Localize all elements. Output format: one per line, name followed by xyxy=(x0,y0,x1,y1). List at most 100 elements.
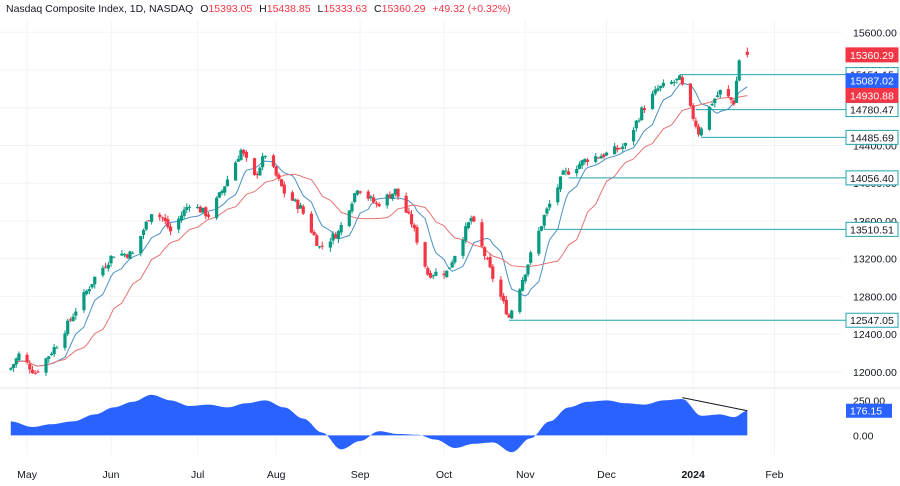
candle-body xyxy=(255,174,259,176)
candle-body xyxy=(466,222,471,229)
candle-body xyxy=(196,206,200,209)
candle-body xyxy=(450,262,454,268)
candle-body xyxy=(669,81,674,84)
candle-body xyxy=(548,203,552,208)
candle-body xyxy=(377,203,381,207)
candle-body xyxy=(461,240,465,256)
candle-body xyxy=(369,196,373,199)
time-tick-label: May xyxy=(17,469,38,481)
candle-body xyxy=(623,142,628,146)
candle-body xyxy=(233,162,238,181)
candle-body xyxy=(74,311,78,316)
candle-body xyxy=(101,267,105,276)
candle-body xyxy=(388,194,392,199)
candle-body xyxy=(36,371,40,373)
candle-body xyxy=(372,197,376,203)
candle-body xyxy=(277,174,281,179)
candle-body xyxy=(47,356,51,359)
candle-body xyxy=(339,224,343,233)
candle-body xyxy=(85,290,89,295)
candle-body xyxy=(615,147,619,150)
candle-body xyxy=(409,213,414,225)
candle-body xyxy=(282,184,286,194)
candle-body xyxy=(163,217,167,222)
candle-body xyxy=(44,358,48,373)
candle-body xyxy=(575,169,579,174)
candle-body xyxy=(301,206,305,214)
candle-body xyxy=(158,214,162,217)
candle-body xyxy=(179,215,184,221)
candle-body xyxy=(678,75,682,80)
candle-body xyxy=(236,159,240,162)
candle-body xyxy=(49,353,54,355)
candle-body xyxy=(556,187,560,203)
candle-body xyxy=(374,202,378,204)
candle-body xyxy=(675,78,679,81)
candle-body xyxy=(328,241,332,248)
candle-body xyxy=(423,242,427,267)
candle-body xyxy=(261,156,265,168)
candle-body xyxy=(366,191,370,199)
candle-body xyxy=(103,266,108,268)
candle-body xyxy=(293,199,297,202)
price-label-box xyxy=(845,47,899,63)
candle-body xyxy=(147,220,151,222)
candle-body xyxy=(82,292,86,311)
candle-body xyxy=(561,170,565,175)
candle-body xyxy=(312,231,316,236)
candle-body xyxy=(206,214,211,217)
price-tick-label: 13200.00 xyxy=(853,254,897,266)
candle-body xyxy=(656,88,660,91)
candle-body xyxy=(87,289,91,292)
candle-body xyxy=(90,284,94,288)
candle-body xyxy=(309,213,313,233)
candle-body xyxy=(480,222,484,247)
candle-body xyxy=(141,230,146,236)
open-value: 15393.05 xyxy=(208,3,253,15)
candle-body xyxy=(14,358,18,365)
change-value: +49.32 (+0.32%) xyxy=(432,3,511,15)
candle-body xyxy=(334,234,338,239)
candle-body xyxy=(434,271,438,276)
chart-header: Nasdaq Composite Index, 1D, NASDAQ O1539… xyxy=(6,3,511,15)
candle-body xyxy=(315,235,319,246)
candle-body xyxy=(640,107,644,121)
candle-body xyxy=(599,156,603,159)
candle-body xyxy=(718,89,722,95)
candle-body xyxy=(737,60,741,81)
candle-body xyxy=(52,347,56,355)
candle-body xyxy=(442,273,446,276)
high-value: 15438.85 xyxy=(266,3,311,15)
candle-body xyxy=(290,192,295,201)
candle-body xyxy=(166,219,170,228)
candle-body xyxy=(298,205,303,209)
candle-body xyxy=(558,176,563,190)
level-label-box xyxy=(845,221,899,237)
oscillator-area xyxy=(10,394,748,453)
price-label: 15087.02 xyxy=(850,76,894,88)
candle-body xyxy=(594,156,598,162)
candle-body xyxy=(55,347,59,349)
candle-body xyxy=(696,126,701,135)
candle-body xyxy=(634,120,638,129)
candle-body xyxy=(168,226,173,232)
candle-body xyxy=(252,158,257,175)
level-label-box xyxy=(845,129,899,145)
price-label-box xyxy=(845,87,899,103)
candle-body xyxy=(355,190,360,195)
candle-body xyxy=(621,146,625,149)
time-tick-label: Jul xyxy=(191,469,204,481)
candle-body xyxy=(63,333,67,348)
candle-body xyxy=(271,155,276,167)
candle-body xyxy=(242,149,246,154)
candle-body xyxy=(296,199,300,210)
candle-body xyxy=(499,279,503,297)
level-label: 12547.05 xyxy=(850,315,894,327)
candle-body xyxy=(182,209,186,217)
candle-body xyxy=(393,188,397,195)
candle-body xyxy=(131,252,135,254)
candle-body xyxy=(523,274,527,282)
candle-body xyxy=(507,314,511,318)
candle-body xyxy=(618,148,622,150)
